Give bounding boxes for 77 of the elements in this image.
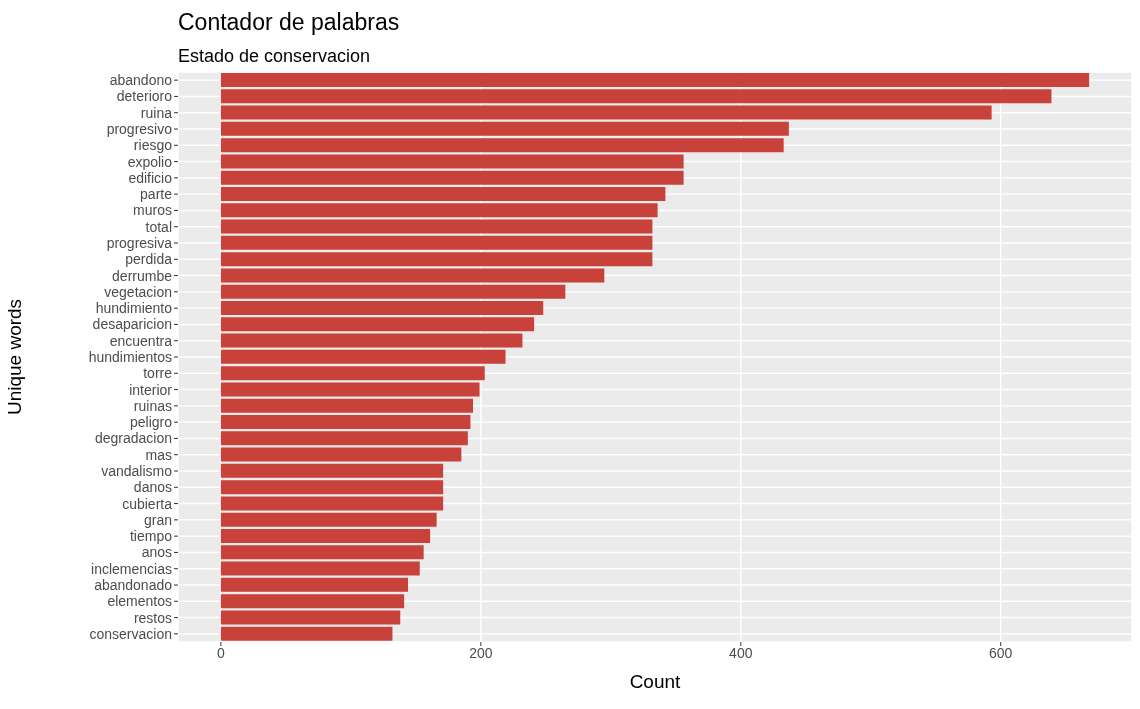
y-tick-label: derrumbe: [112, 267, 173, 284]
bar: [220, 512, 437, 527]
bar: [220, 561, 420, 576]
bar: [220, 496, 444, 511]
bar: [220, 121, 789, 136]
bar: [220, 138, 784, 153]
y-tick-label: vandalismo: [101, 462, 173, 479]
y-tick-label: ruinas: [133, 397, 172, 414]
y-tick-label: torre: [143, 365, 173, 382]
bar: [220, 415, 471, 429]
y-tick-label: elementos: [107, 593, 172, 610]
bar: [220, 463, 444, 478]
y-tick-label: deterioro: [116, 88, 173, 105]
bar: [220, 89, 1052, 104]
y-tick-label: edificio: [128, 169, 173, 186]
chart-subtitle: Estado de conservacion: [177, 45, 372, 68]
y-tick-label: expolio: [127, 153, 173, 170]
bar: [220, 105, 992, 120]
y-tick-label: muros: [133, 202, 172, 219]
x-axis-title: Count: [629, 671, 682, 692]
y-tick-label: progresivo: [106, 120, 173, 137]
y-tick-label: perdida: [125, 251, 173, 268]
bar: [220, 170, 684, 185]
y-tick-label: abandonado: [94, 576, 173, 593]
bar: [220, 480, 444, 495]
bar: [220, 545, 424, 560]
bar: [220, 349, 506, 364]
bar: [220, 187, 666, 201]
bar: [220, 366, 485, 381]
chart-title: Contador de palabras: [177, 8, 401, 36]
y-tick-label: parte: [140, 186, 173, 203]
y-tick-label: hundimientos: [88, 348, 172, 365]
bar: [220, 284, 566, 299]
bar: [220, 333, 523, 348]
y-tick-label: gran: [143, 511, 172, 528]
bar: [220, 252, 653, 267]
y-tick-label: hundimiento: [95, 300, 173, 317]
y-tick-label: conservacion: [89, 625, 172, 642]
bar: [220, 219, 653, 234]
bar: [220, 154, 684, 169]
bar: [220, 610, 401, 625]
bar: [220, 73, 1090, 87]
bar: [220, 626, 393, 641]
y-tick-label: restos: [133, 609, 172, 626]
y-tick-label: tiempo: [129, 528, 173, 545]
y-tick-label: vegetacion: [104, 283, 172, 300]
y-tick-label: progresiva: [106, 234, 173, 251]
y-tick-label: cubierta: [122, 495, 173, 512]
y-tick-label: danos: [133, 479, 172, 496]
bar: [220, 268, 605, 283]
y-tick-label: ruina: [140, 104, 173, 121]
y-tick-label: abandono: [109, 72, 173, 89]
x-tick-label: 200: [469, 644, 493, 661]
bar: [220, 529, 431, 543]
bar: [220, 301, 544, 315]
x-tick-label: 600: [989, 644, 1013, 661]
y-tick-label: interior: [129, 381, 173, 398]
y-tick-label: inclemencias: [91, 560, 172, 577]
bar: [220, 447, 462, 462]
bar: [220, 398, 474, 413]
y-tick-label: encuentra: [109, 332, 173, 349]
y-tick-label: mas: [145, 446, 172, 463]
bar: [220, 431, 468, 446]
bar: [220, 594, 405, 609]
bar: [220, 382, 480, 397]
bar: [220, 577, 409, 592]
bar: [220, 317, 535, 332]
y-tick-label: anos: [141, 544, 172, 561]
bar: [220, 235, 653, 250]
y-tick-label: degradacion: [94, 430, 172, 447]
x-tick-label: 400: [729, 644, 753, 661]
y-tick-label: desaparicion: [92, 316, 172, 333]
x-tick-label: 0: [216, 644, 225, 661]
y-tick-label: total: [145, 218, 172, 235]
y-tick-label: peligro: [129, 414, 173, 431]
bar: [220, 203, 658, 218]
y-tick-label: riesgo: [133, 137, 173, 154]
